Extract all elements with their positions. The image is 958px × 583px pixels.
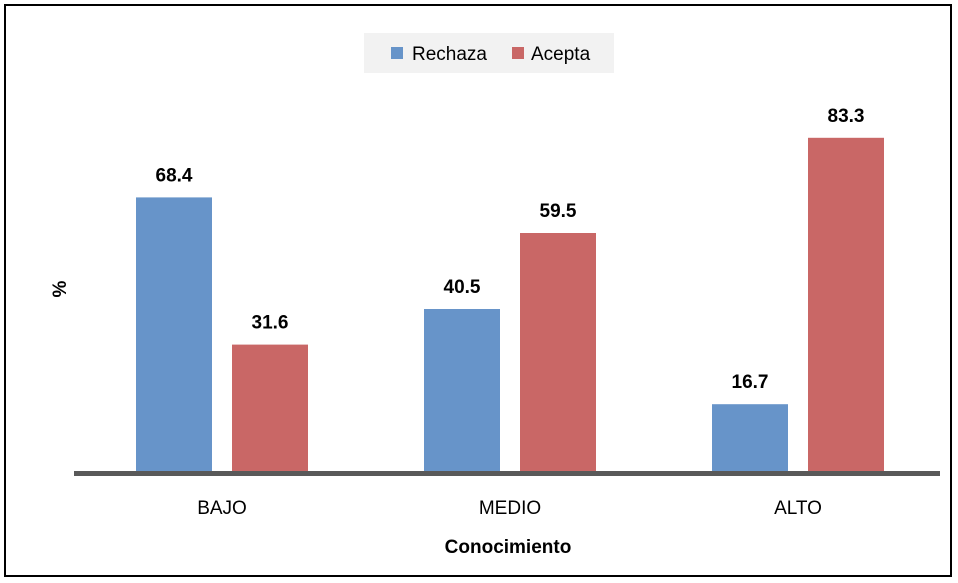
bar-rechaza-alto xyxy=(712,404,788,471)
legend-swatch-rechaza xyxy=(391,47,403,59)
x-tick-label-bajo: BAJO xyxy=(197,498,247,519)
data-label-rechaza-medio: 40.5 xyxy=(444,277,481,298)
data-labels: 68.4 31.6 40.5 59.5 16.7 83.3 xyxy=(156,106,865,393)
legend-swatch-acepta xyxy=(512,47,524,59)
legend: Rechaza Acepta xyxy=(364,33,614,73)
data-label-rechaza-alto: 16.7 xyxy=(732,372,769,393)
x-tick-label-alto: ALTO xyxy=(774,498,822,519)
bars xyxy=(136,137,884,472)
bar-acepta-bajo xyxy=(232,344,308,471)
data-label-acepta-medio: 59.5 xyxy=(540,201,577,222)
legend-label-acepta: Acepta xyxy=(531,44,591,65)
data-label-acepta-alto: 83.3 xyxy=(828,106,865,127)
legend-background xyxy=(364,33,614,73)
bar-rechaza-medio xyxy=(424,309,500,471)
legend-label-rechaza: Rechaza xyxy=(412,44,487,65)
y-axis-title: % xyxy=(50,280,71,297)
x-tick-label-medio: MEDIO xyxy=(479,498,541,519)
x-tick-labels: BAJO MEDIO ALTO xyxy=(197,498,822,519)
x-axis-title: Conocimiento xyxy=(445,537,572,558)
bar-acepta-medio xyxy=(520,233,596,471)
data-label-rechaza-bajo: 68.4 xyxy=(156,165,193,186)
bar-rechaza-bajo xyxy=(136,197,212,471)
data-label-acepta-bajo: 31.6 xyxy=(252,313,289,334)
bar-acepta-alto xyxy=(808,137,884,472)
